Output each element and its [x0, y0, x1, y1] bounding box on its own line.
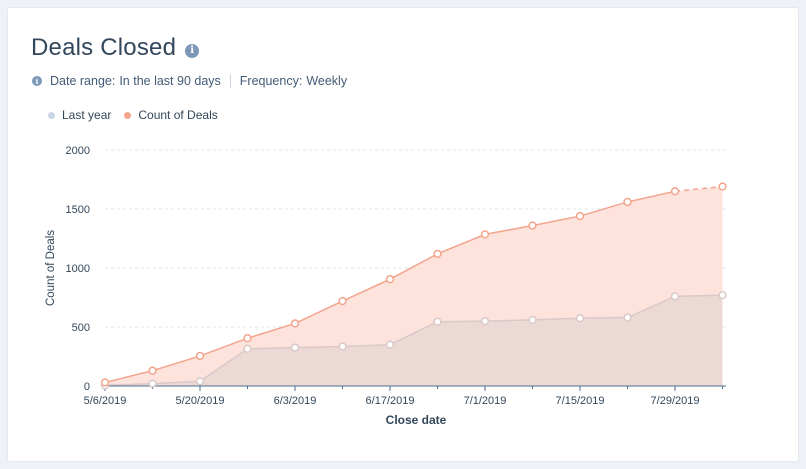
report-meta: i Date range: In the last 90 days Freque…: [32, 74, 347, 88]
series-areas: [105, 186, 723, 386]
legend-swatch-last-year: [48, 111, 55, 119]
count-of-deals-point[interactable]: [528, 221, 537, 230]
title-row: Deals Closed i: [31, 34, 200, 62]
divider: [229, 74, 231, 88]
frequency-value: Weekly: [306, 74, 348, 88]
info-icon[interactable]: i: [32, 76, 42, 86]
legend-item-last-year[interactable]: Last year: [48, 108, 111, 122]
x-tick-label: 6/17/2019: [366, 395, 415, 407]
legend-label-count-of-deals: Count of Deals: [138, 108, 218, 122]
last-year-area: [105, 295, 723, 386]
axes: 0 500 1000 1500 2000 5/6/2019 5/20/2019 6/3/201…: [66, 145, 726, 407]
count-of-deals-point[interactable]: [385, 275, 395, 284]
count-of-deals-point[interactable]: [338, 296, 347, 306]
y-tick-label: 1000: [66, 263, 90, 275]
last-year-point[interactable]: [718, 290, 727, 300]
x-tick-label: 7/1/2019: [464, 395, 507, 407]
last-year-point[interactable]: [385, 340, 395, 349]
count-of-deals-point[interactable]: [148, 366, 157, 375]
chart-title: Deals Closed: [31, 34, 177, 61]
last-year-point[interactable]: [243, 344, 252, 353]
last-year-point[interactable]: [575, 314, 585, 323]
data-points[interactable]: [100, 182, 727, 390]
x-tick-label: 5/6/2019: [84, 395, 127, 407]
frequency-label: Frequency:: [239, 74, 303, 88]
y-tick-label: 0: [84, 381, 90, 393]
count-of-deals-point[interactable]: [100, 378, 110, 387]
date-range-value: In the last 90 days: [119, 74, 221, 88]
last-year-point[interactable]: [338, 342, 347, 351]
count-of-deals-point[interactable]: [623, 197, 632, 207]
chart-legend: Last year Count of Deals: [48, 108, 231, 122]
x-tick-label: 7/15/2019: [556, 395, 605, 407]
legend-label-last-year: Last year: [62, 108, 112, 122]
count-of-deals-point[interactable]: [480, 230, 490, 239]
last-year-point[interactable]: [195, 377, 205, 386]
last-year-point[interactable]: [623, 313, 632, 322]
count-of-deals-point[interactable]: [433, 249, 442, 258]
last-year-point[interactable]: [670, 292, 680, 301]
count-of-deals-point[interactable]: [290, 319, 300, 328]
last-year-point[interactable]: [148, 379, 157, 388]
count-of-deals-point[interactable]: [575, 211, 585, 221]
last-year-point[interactable]: [290, 343, 300, 352]
x-axis-title: Close date: [386, 413, 447, 427]
last-year-line: [104, 294, 723, 387]
count-of-deals-projected-line: [674, 185, 723, 193]
x-tick-label: 6/3/2019: [274, 395, 317, 407]
count-of-deals-point[interactable]: [195, 351, 205, 361]
last-year-point[interactable]: [480, 316, 490, 326]
count-of-deals-point[interactable]: [243, 334, 252, 343]
x-tick-label: 7/29/2019: [651, 395, 700, 407]
date-range-label: Date range:: [50, 74, 116, 88]
legend-swatch-count-of-deals: [124, 111, 132, 119]
legend-item-count-of-deals[interactable]: Count of Deals: [124, 108, 218, 122]
last-year-point[interactable]: [433, 317, 442, 326]
y-tick-label: 1500: [66, 204, 90, 216]
count-of-deals-point[interactable]: [670, 187, 680, 196]
y-tick-label: 2000: [66, 145, 90, 157]
x-tick-label: 5/20/2019: [176, 395, 225, 407]
count-of-deals-point[interactable]: [718, 182, 727, 191]
last-year-point[interactable]: [528, 315, 537, 325]
info-icon[interactable]: i: [185, 43, 200, 58]
y-axis-title: Count of Deals: [45, 230, 57, 306]
y-tick-label: 500: [72, 322, 90, 334]
